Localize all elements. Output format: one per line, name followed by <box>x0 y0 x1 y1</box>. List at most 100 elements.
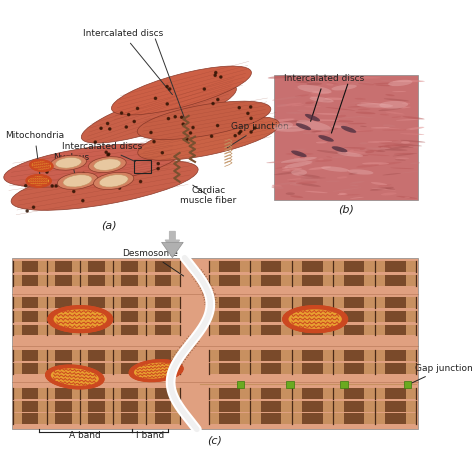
Ellipse shape <box>301 178 320 181</box>
Ellipse shape <box>393 143 422 146</box>
Bar <box>155 311 163 322</box>
Ellipse shape <box>326 84 334 85</box>
Ellipse shape <box>379 145 390 147</box>
Ellipse shape <box>384 146 392 148</box>
Ellipse shape <box>300 82 308 83</box>
Bar <box>13 297 22 308</box>
Bar <box>30 401 38 412</box>
Bar <box>292 363 302 374</box>
Bar <box>365 413 375 424</box>
Circle shape <box>217 99 219 101</box>
Ellipse shape <box>381 148 391 149</box>
Bar <box>38 275 46 286</box>
Bar <box>11 258 418 430</box>
Circle shape <box>46 171 48 173</box>
Bar <box>46 363 55 374</box>
Bar <box>261 413 271 424</box>
Bar <box>163 363 171 374</box>
Circle shape <box>169 88 171 90</box>
Bar <box>354 413 365 424</box>
Bar <box>271 275 281 286</box>
Circle shape <box>254 127 256 129</box>
Bar <box>385 275 396 286</box>
Bar <box>30 413 38 424</box>
Ellipse shape <box>381 193 397 195</box>
Bar <box>63 363 72 374</box>
Ellipse shape <box>55 158 82 168</box>
Ellipse shape <box>297 110 313 112</box>
Polygon shape <box>162 242 183 258</box>
Ellipse shape <box>378 185 392 186</box>
Circle shape <box>118 187 120 189</box>
Bar <box>163 311 171 322</box>
Bar <box>88 325 97 336</box>
Ellipse shape <box>392 80 420 82</box>
Ellipse shape <box>339 193 347 195</box>
Bar <box>97 350 105 361</box>
Bar <box>365 401 375 412</box>
Bar <box>250 350 261 361</box>
Bar <box>171 350 180 361</box>
Ellipse shape <box>301 177 326 178</box>
Circle shape <box>167 118 170 120</box>
Bar <box>113 325 121 336</box>
Ellipse shape <box>337 151 367 154</box>
Bar <box>113 261 121 272</box>
Ellipse shape <box>296 181 317 184</box>
Circle shape <box>82 200 84 202</box>
Bar <box>261 350 271 361</box>
Bar <box>209 350 219 361</box>
Ellipse shape <box>310 97 334 102</box>
Bar <box>163 388 171 399</box>
Ellipse shape <box>94 159 121 170</box>
Bar <box>121 401 130 412</box>
Circle shape <box>155 97 156 100</box>
Bar <box>229 311 240 322</box>
Ellipse shape <box>344 80 353 82</box>
Ellipse shape <box>413 146 419 148</box>
Bar <box>22 401 30 412</box>
Bar <box>46 297 55 308</box>
Bar <box>72 325 80 336</box>
Ellipse shape <box>349 101 379 103</box>
Ellipse shape <box>366 147 398 151</box>
Ellipse shape <box>395 158 409 159</box>
Ellipse shape <box>287 178 306 180</box>
Ellipse shape <box>392 91 406 92</box>
Bar <box>80 363 88 374</box>
Bar <box>30 325 38 336</box>
Bar <box>406 275 416 286</box>
Bar <box>250 275 261 286</box>
Bar <box>80 350 88 361</box>
Bar <box>138 350 146 361</box>
Circle shape <box>250 106 252 108</box>
Bar <box>375 413 385 424</box>
Bar <box>22 325 30 336</box>
Ellipse shape <box>57 172 98 189</box>
Ellipse shape <box>284 161 312 168</box>
Bar <box>171 413 180 424</box>
Bar <box>292 297 302 308</box>
Bar <box>55 388 63 399</box>
Text: (c): (c) <box>208 436 222 446</box>
Bar <box>171 325 180 336</box>
Bar <box>97 311 105 322</box>
Ellipse shape <box>137 101 271 140</box>
Bar <box>237 380 244 388</box>
Bar <box>302 413 312 424</box>
Ellipse shape <box>383 98 409 101</box>
Bar <box>365 388 375 399</box>
Bar <box>30 311 38 322</box>
Bar <box>406 311 416 322</box>
Bar <box>302 363 312 374</box>
Ellipse shape <box>332 187 362 192</box>
Bar <box>146 388 155 399</box>
Ellipse shape <box>359 155 369 156</box>
Bar <box>281 350 292 361</box>
Bar <box>406 363 416 374</box>
Bar <box>302 275 312 286</box>
Bar <box>292 350 302 361</box>
Ellipse shape <box>332 123 346 126</box>
Text: A band: A band <box>69 431 101 440</box>
Bar <box>155 413 163 424</box>
